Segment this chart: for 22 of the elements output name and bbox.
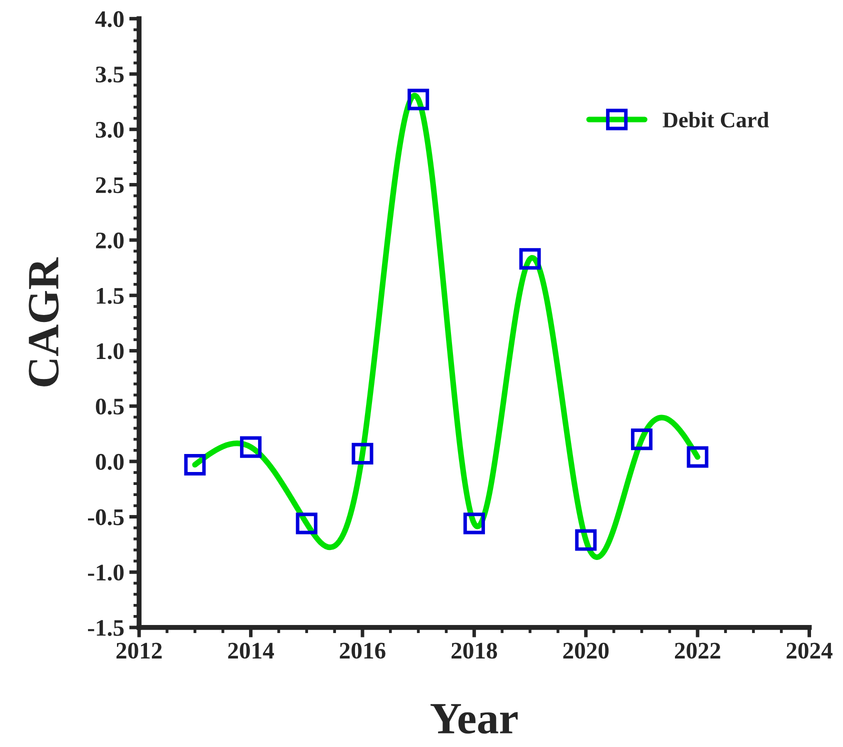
y-tick-label: 2.0 — [96, 232, 124, 249]
y-tick-label: -1.0 — [88, 564, 124, 581]
y-tick-label: 3.5 — [96, 66, 124, 83]
y-tick-label: 4.0 — [95, 11, 124, 28]
y-tick-label: 3.0 — [96, 122, 124, 138]
x-tick-label: 2024 — [786, 642, 832, 659]
x-tick-label: 2012 — [116, 642, 162, 659]
x-tick-label: 2014 — [228, 642, 274, 659]
y-tick-label: 2.5 — [96, 177, 124, 194]
y-tick-label: 1.0 — [96, 343, 124, 360]
y-tick-label: 0.5 — [96, 398, 124, 415]
x-tick-label: 2016 — [340, 642, 386, 659]
y-tick-label: 0.0 — [96, 454, 124, 470]
x-tick-label: 2022 — [674, 642, 720, 659]
legend-label: Debit Card — [662, 112, 769, 128]
y-tick-label: -1.5 — [88, 620, 124, 636]
y-axis-title: CAGR — [28, 257, 59, 386]
x-tick-label: 2018 — [452, 642, 498, 659]
x-tick-label: 2020 — [563, 642, 609, 659]
y-tick-label: -0.5 — [88, 509, 124, 526]
y-tick-label: 1.5 — [96, 288, 124, 304]
x-axis-title: Year — [430, 704, 518, 734]
